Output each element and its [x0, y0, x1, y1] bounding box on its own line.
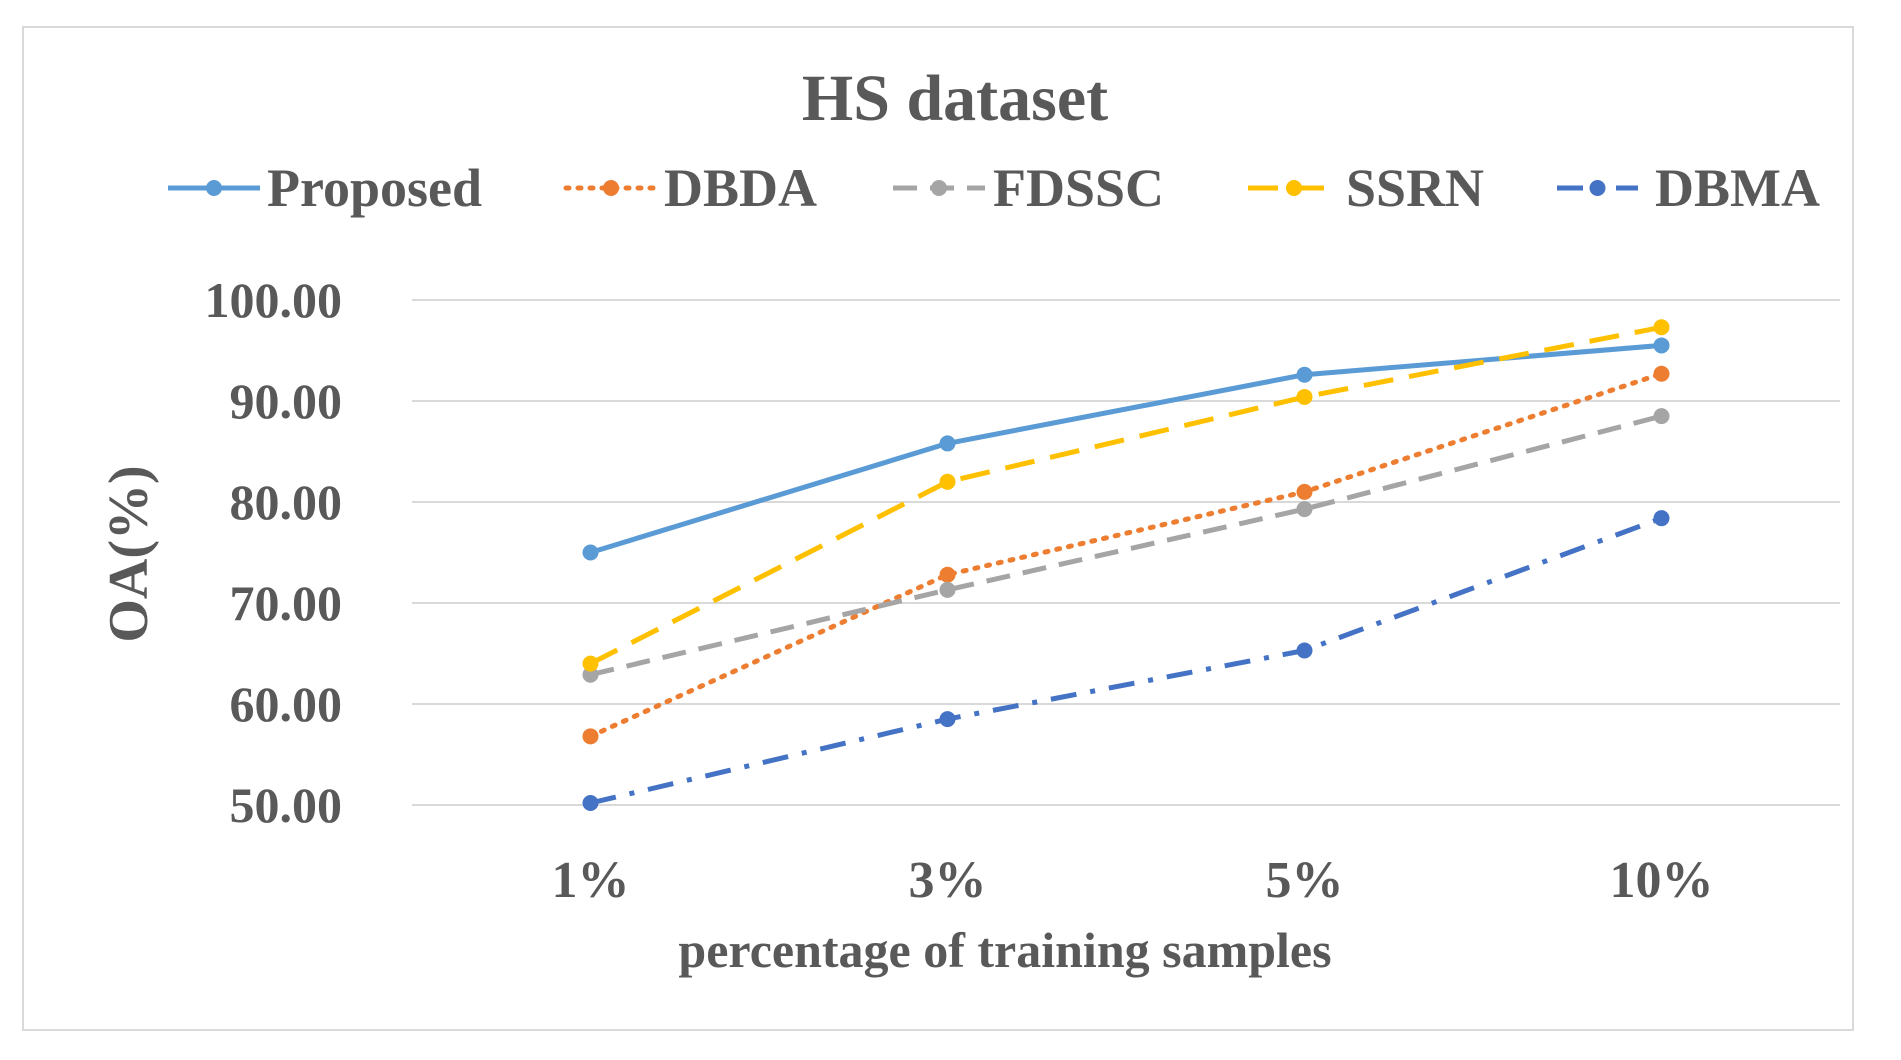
data-point: [1296, 483, 1313, 500]
y-tick-label: 100.00: [205, 272, 343, 328]
legend-item-dbma: DBMA: [1557, 158, 1820, 218]
x-tick-label: 10%: [1610, 852, 1714, 909]
series-line: [589, 324, 1662, 666]
series-dbda: [582, 365, 1670, 745]
legend-label: DBMA: [1655, 158, 1820, 218]
chart-title: HS dataset: [802, 62, 1108, 135]
legend-swatch-marker: [931, 180, 947, 196]
data-point: [1296, 388, 1313, 405]
series-proposed: [582, 337, 1670, 561]
x-tick-label: 1%: [552, 852, 630, 909]
legend: Proposed DBDA FDSSC SSRN DBMA: [168, 158, 1820, 218]
legend-item-dbda: DBDA: [563, 158, 817, 218]
data-point: [939, 435, 956, 452]
legend-swatch-marker: [206, 180, 222, 196]
series-line: [589, 515, 1663, 806]
legend-label: FDSSC: [993, 158, 1164, 218]
data-point: [939, 566, 956, 583]
data-point: [582, 666, 599, 683]
legend-swatch-marker: [603, 180, 619, 196]
y-tick-label: 50.00: [230, 777, 343, 833]
series-dbma: [582, 510, 1670, 811]
y-tick-label: 90.00: [230, 373, 343, 429]
data-point: [1653, 408, 1670, 425]
legend-item-ssrn: SSRN: [1248, 158, 1484, 218]
data-point: [582, 655, 599, 672]
series-fdssc: [582, 408, 1670, 683]
x-axis-label: percentage of training samples: [678, 922, 1331, 978]
data-point: [582, 544, 599, 561]
data-point: [582, 794, 599, 811]
legend-swatch-marker: [1286, 180, 1302, 196]
data-point: [1296, 642, 1313, 659]
series-line: [589, 413, 1663, 678]
x-tick-label: 3%: [909, 852, 987, 909]
legend-label: DBDA: [664, 158, 817, 218]
gridlines: [412, 299, 1840, 806]
data-point: [939, 711, 956, 728]
y-axis-ticks: 50.00 60.00 70.00 80.00 90.00 100.00: [205, 272, 343, 833]
data-point: [1296, 366, 1313, 383]
legend-item-proposed: Proposed: [168, 158, 482, 218]
data-point: [582, 728, 599, 745]
data-point: [1653, 510, 1670, 527]
x-axis-ticks: 1% 3% 5% 10%: [552, 852, 1714, 909]
data-point: [1653, 337, 1670, 354]
series-line: [589, 342, 1662, 555]
series-layer: [582, 319, 1670, 811]
legend-label: SSRN: [1346, 158, 1484, 218]
legend-swatch-marker: [1589, 180, 1606, 196]
legend-item-fdssc: FDSSC: [893, 158, 1164, 218]
series-line: [588, 371, 1664, 739]
data-point: [1296, 501, 1313, 518]
data-point: [939, 473, 956, 490]
y-tick-label: 80.00: [230, 474, 343, 530]
legend-label: Proposed: [267, 158, 482, 218]
data-point: [939, 581, 956, 598]
y-tick-label: 70.00: [230, 575, 343, 631]
data-point: [1653, 365, 1670, 382]
data-point: [1653, 319, 1670, 336]
y-axis-label: OA(%): [98, 465, 160, 642]
y-tick-label: 60.00: [230, 676, 343, 732]
series-ssrn: [582, 319, 1670, 672]
x-tick-label: 5%: [1266, 852, 1344, 909]
